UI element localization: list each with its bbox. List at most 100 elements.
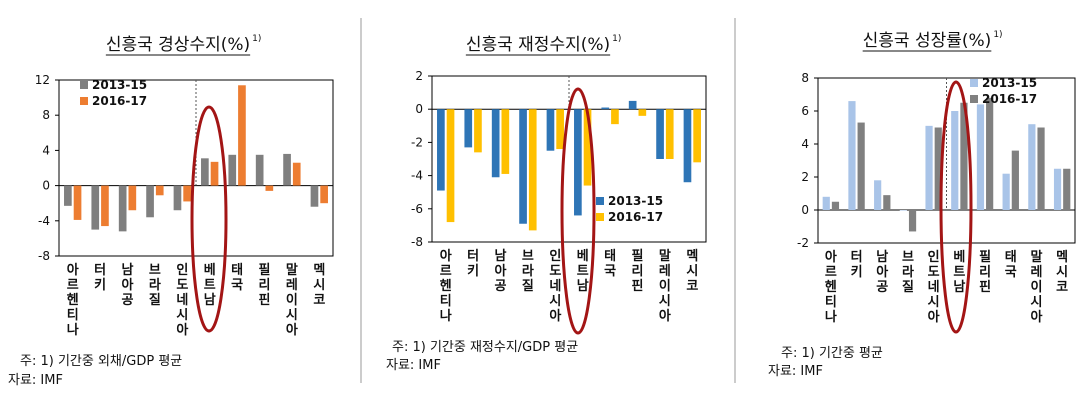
panel2-note: 주: 1) 기간중 재정수지/GDP 평균 (392, 340, 579, 355)
panel3-bar-1-10 (1053, 168, 1062, 210)
panel1-ytick-label: 4 (42, 143, 50, 157)
panel3-ytick-label: 0 (801, 203, 809, 217)
panel2-title: 신흥국 재정수지(%) (466, 35, 610, 55)
panel1-ytick-label: 0 (42, 179, 50, 193)
panel2-bar-2-7 (611, 109, 619, 125)
panel2-bar-1-1 (437, 109, 445, 191)
panel1-bar-2-4 (155, 185, 164, 196)
panel3-bar-1-9 (1028, 124, 1036, 210)
panel3-legend-swatch-2 (970, 95, 978, 103)
panel1-source: 자료: IMF (8, 373, 63, 388)
panel1-bar-1-4 (146, 185, 154, 218)
panel2-bar-1-4 (519, 109, 527, 224)
panel1-title: 신흥국 경상수지(%) (106, 35, 250, 55)
panel1-bar-1-2 (91, 185, 100, 230)
panel1-bar-2-8 (265, 185, 274, 191)
panel3-bar-1-5 (925, 125, 933, 210)
panel2-bar-2-4 (528, 109, 537, 231)
panel2-bar-2-8 (638, 109, 647, 116)
panel1-bar-2-1 (73, 185, 82, 220)
panel1-bar-1-9 (283, 153, 291, 186)
panel2-ytick-label: 2 (415, 69, 423, 83)
panel2-bar-2-9 (665, 109, 674, 159)
panel2-bar-2-10 (693, 109, 701, 163)
panel1-ytick-label: -8 (38, 249, 50, 263)
panel2-bar-1-5 (546, 109, 555, 151)
panel3-bar-2-2 (857, 122, 865, 210)
panel1-bar-1-1 (64, 185, 72, 206)
panel3-legend-label-2: 2016-17 (982, 92, 1037, 106)
panel3-bar-2-7 (986, 97, 994, 210)
panel2-bar-2-5 (556, 109, 564, 150)
panel2-bar-1-10 (683, 109, 692, 183)
panel1-ytick-label: 12 (35, 73, 50, 87)
panel1-legend-label-2: 2016-17 (92, 94, 147, 108)
panel3-ytick-label: 4 (801, 137, 809, 151)
panel1-bar-2-3 (128, 185, 137, 211)
panel2-highlight-ellipse (560, 87, 596, 335)
panel1-bar-1-8 (255, 154, 264, 186)
panel1-bar-1-6 (201, 158, 209, 186)
panel1-bar-2-6 (210, 161, 219, 186)
panel1-bar-2-5 (183, 185, 191, 202)
panel2-bar-1-2 (464, 109, 473, 148)
panel1-bar-2-7 (238, 85, 246, 186)
panel2-source: 자료: IMF (386, 358, 441, 373)
panel3-bar-2-10 (1063, 168, 1071, 210)
panel2-bar-2-3 (501, 109, 510, 174)
panel2-bar-1-3 (491, 109, 500, 178)
panel3-bar-1-7 (976, 104, 985, 210)
panel3-legend-swatch-1 (970, 79, 978, 87)
panel3-bar-1-8 (1002, 173, 1010, 210)
panel3-bar-2-9 (1037, 127, 1045, 210)
panel3-bar-1-1 (822, 196, 830, 210)
panel1-note: 주: 1) 기간중 외채/GDP 평균 (20, 354, 183, 369)
panel3-note: 주: 1) 기간중 평균 (781, 346, 883, 361)
panel1-legend-swatch-2 (80, 97, 88, 105)
panel3-bar-1-3 (874, 180, 882, 210)
panel3-bar-2-1 (831, 201, 840, 210)
panel1-bar-2-10 (320, 185, 328, 204)
panel1-bar-1-5 (173, 185, 182, 211)
panel3-title: 신흥국 성장률(%) (863, 31, 992, 51)
panel3-highlight-ellipse (939, 80, 973, 334)
panel2-title-superscript: 1) (612, 34, 621, 44)
panel1-ytick-label: 8 (42, 108, 50, 122)
panel2-ytick-label: -2 (411, 135, 423, 149)
panel2-legend-swatch-2 (596, 213, 604, 221)
panel3-bar-1-4 (899, 210, 907, 211)
panel3-bar-1-2 (848, 101, 856, 210)
panel3-ytick-label: -2 (797, 236, 809, 250)
panel3-ytick-label: 6 (801, 104, 809, 118)
panel2-legend-label-1: 2013-15 (608, 194, 663, 208)
panel3-bar-2-4 (908, 210, 917, 232)
panel2-ytick-label: -4 (411, 169, 423, 183)
panel3-bar-2-3 (883, 195, 891, 210)
panel3-bar-2-8 (1011, 150, 1019, 210)
panel1-legend-swatch-1 (80, 81, 88, 89)
panel3-bar-2-5 (934, 127, 942, 210)
panel3-title-superscript: 1) (993, 30, 1002, 40)
panel2-legend-swatch-1 (596, 197, 604, 205)
panel2-bar-2-2 (474, 109, 482, 153)
